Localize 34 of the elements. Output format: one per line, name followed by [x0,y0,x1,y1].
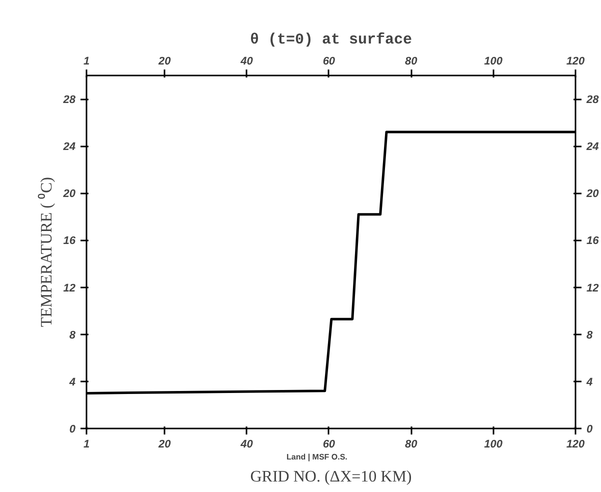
y-tick-label: 16 [63,235,76,248]
x-axis-title: GRID NO. (ΔX=10 KM) [250,468,412,486]
y-tick-label: 4 [68,376,76,388]
y-tick-label: 24 [62,141,76,154]
x-tick-label: 20 [157,56,172,68]
x2-tick-label: 40 [240,438,254,450]
y-tick-label: 0 [69,424,76,436]
x2-tick-label: 120 [566,438,586,450]
y-axis-title: TEMPERATURE ( ⁰C) [37,177,56,327]
y-tick-label: 28 [62,94,76,106]
y-tick-label: 8 [69,329,76,342]
chart-title: θ (t=0) at surface [250,32,412,48]
x2-tick-label: 80 [405,438,418,450]
x-tick-label: 40 [240,56,254,68]
y2-tick-label: 20 [586,188,600,200]
y2-tick-label: 0 [586,424,594,436]
x2-tick-label: 60 [322,438,336,450]
y-tick-label: 20 [62,188,76,200]
x2-tick-label: 100 [484,438,504,450]
y-tick-label: 12 [63,282,76,294]
x2-tick-label: 1 [83,438,90,450]
y2-tick-label: 12 [586,282,599,294]
y2-tick-label: 28 [586,94,600,106]
y2-tick-label: 16 [586,235,600,248]
x-tick-label: 1 [83,56,90,68]
x-tick-label: 60 [322,56,336,68]
x-tick-label: 100 [484,56,504,68]
x2-tick-label: 20 [157,438,172,450]
text: Land | MSF O.S. [286,452,348,462]
x-tick-label: 120 [566,56,586,68]
y2-tick-label: 24 [586,141,599,154]
x-tick-label: 80 [405,56,418,68]
y2-tick-label: 8 [586,329,594,342]
y2-tick-label: 4 [586,376,593,388]
